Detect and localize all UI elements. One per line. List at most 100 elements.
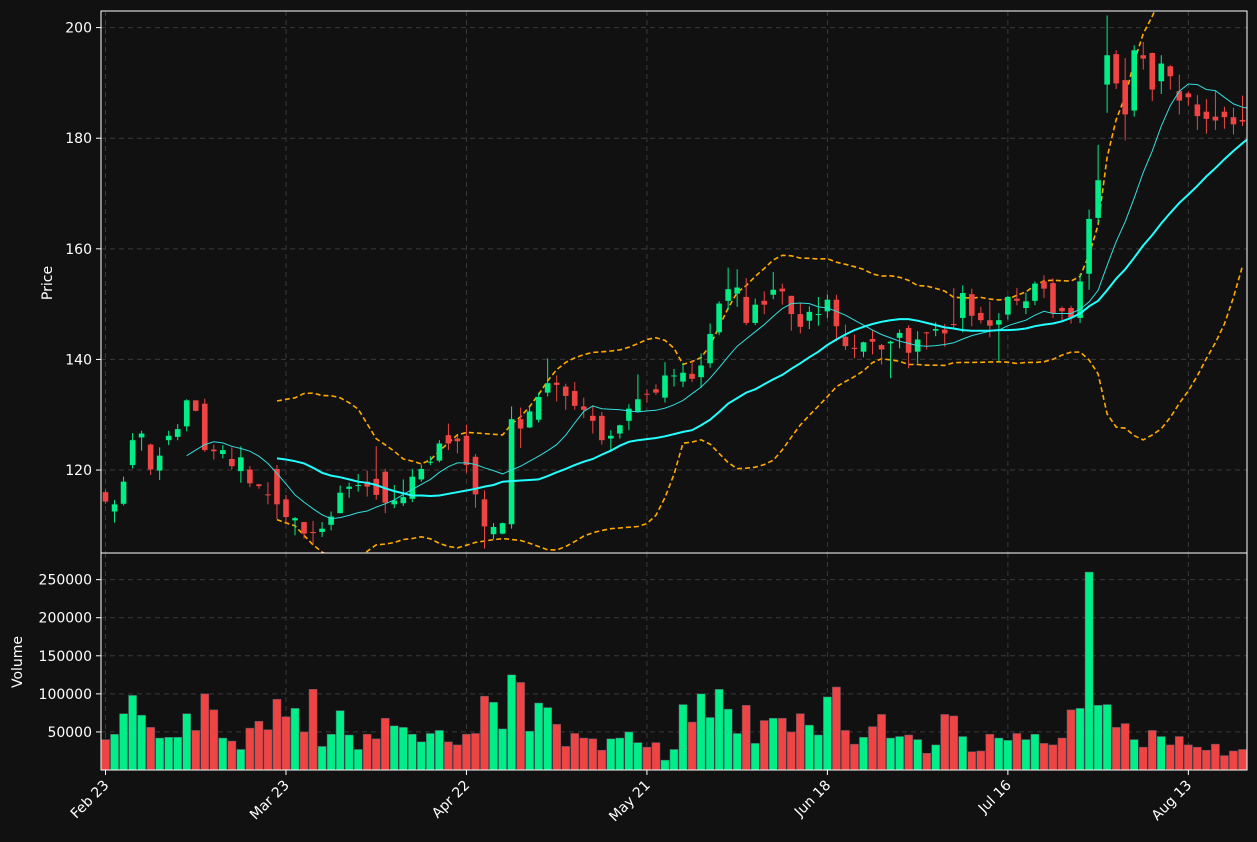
candle-body <box>996 320 1002 325</box>
volume-bar <box>245 727 255 770</box>
volume-bar <box>444 741 453 770</box>
candle-body <box>373 478 380 495</box>
volume-bar <box>489 701 498 770</box>
candle-body <box>508 419 515 525</box>
candle-body <box>517 419 524 429</box>
candle-body <box>932 329 939 331</box>
volume-bar <box>119 713 128 770</box>
candle-body <box>400 497 407 504</box>
candle-body <box>174 429 181 437</box>
volume-bar <box>552 724 562 770</box>
candle-body <box>869 338 876 342</box>
volume-bar <box>1084 571 1094 770</box>
volume-bar <box>1120 723 1130 770</box>
volume-bar <box>1184 744 1193 770</box>
volume-bar <box>823 696 832 770</box>
volume-bar <box>660 759 670 770</box>
price-tick-label: 160 <box>65 242 92 258</box>
candle-body <box>752 304 759 323</box>
volume-bar <box>696 693 706 770</box>
candle-body <box>689 373 695 379</box>
price-tick-label: 180 <box>65 131 92 147</box>
volume-bar <box>606 738 616 770</box>
volume-bar <box>182 713 192 770</box>
volume-bar <box>173 737 183 770</box>
candle-body <box>301 522 307 534</box>
candle-body <box>824 299 831 312</box>
volume-bar <box>516 682 525 770</box>
candle-body <box>292 518 298 521</box>
volume-bar <box>913 739 922 770</box>
candle-body <box>1149 53 1156 90</box>
lower-band-line <box>276 265 1244 553</box>
candle-body <box>535 397 542 420</box>
candle-body <box>1104 55 1110 85</box>
volume-bar <box>1039 743 1049 770</box>
candle-body <box>472 456 479 495</box>
candle-body <box>274 468 280 505</box>
candle-body <box>436 443 443 461</box>
candle-body <box>653 389 659 393</box>
volume-bar <box>480 695 489 770</box>
candle-body <box>418 468 425 480</box>
volume-bar <box>1111 727 1121 770</box>
volume-bar <box>1030 733 1040 770</box>
volume-bar <box>1102 704 1112 770</box>
candle-body <box>644 393 650 395</box>
candle-body <box>553 382 560 385</box>
volume-bar <box>705 717 715 770</box>
candle-body <box>102 492 109 502</box>
candle-body <box>797 314 804 327</box>
volume-bar <box>832 686 841 770</box>
candle-body <box>1230 117 1237 125</box>
candle-body <box>265 494 271 496</box>
volume-bar <box>796 713 805 770</box>
candle-body <box>220 450 226 455</box>
volume-bar <box>922 752 931 770</box>
candle-body <box>346 486 352 489</box>
volume-bar <box>561 746 571 770</box>
candle-body <box>833 299 840 327</box>
candle-body <box>1176 91 1183 101</box>
volume-bar <box>588 738 598 770</box>
volume-bar <box>462 733 471 770</box>
volume-bar <box>1093 705 1103 770</box>
volume-bar <box>227 740 237 770</box>
volume-bar <box>236 749 246 770</box>
candle-body <box>743 296 749 323</box>
volume-bar <box>543 707 552 770</box>
candle-body <box>391 500 398 505</box>
volume-bar <box>1238 749 1247 770</box>
price-tick-label: 120 <box>65 463 92 479</box>
candle-body <box>571 390 578 406</box>
candle-body <box>761 300 768 305</box>
volume-bar <box>371 738 381 770</box>
candle-body <box>707 333 713 364</box>
volume-bar <box>624 731 634 770</box>
volume-bar <box>1075 708 1085 770</box>
volume-bar <box>958 736 968 770</box>
volume-bar <box>1057 737 1067 770</box>
volume-bar <box>967 751 977 770</box>
volume-bar <box>994 737 1004 770</box>
candle-body <box>959 293 966 318</box>
candle-body <box>1122 80 1128 115</box>
volume-axis-label: Volume <box>10 636 26 688</box>
candle-body <box>427 461 434 463</box>
candle-body <box>968 294 975 316</box>
candle-body <box>165 435 172 441</box>
candle-body <box>941 329 948 334</box>
volume-bar <box>417 741 426 770</box>
volume-bar <box>1012 733 1022 770</box>
volume-bar <box>408 733 417 770</box>
candle-body <box>409 476 416 499</box>
volume-tick-label: 50000 <box>47 725 92 741</box>
volume-bar <box>750 743 760 770</box>
volume-bar <box>263 729 273 770</box>
candle-body <box>725 289 731 301</box>
candle-body <box>454 438 461 442</box>
volume-bar <box>985 733 995 770</box>
volume-bar <box>1165 744 1175 770</box>
volume-bar <box>895 736 904 770</box>
volume-bar <box>570 733 580 770</box>
